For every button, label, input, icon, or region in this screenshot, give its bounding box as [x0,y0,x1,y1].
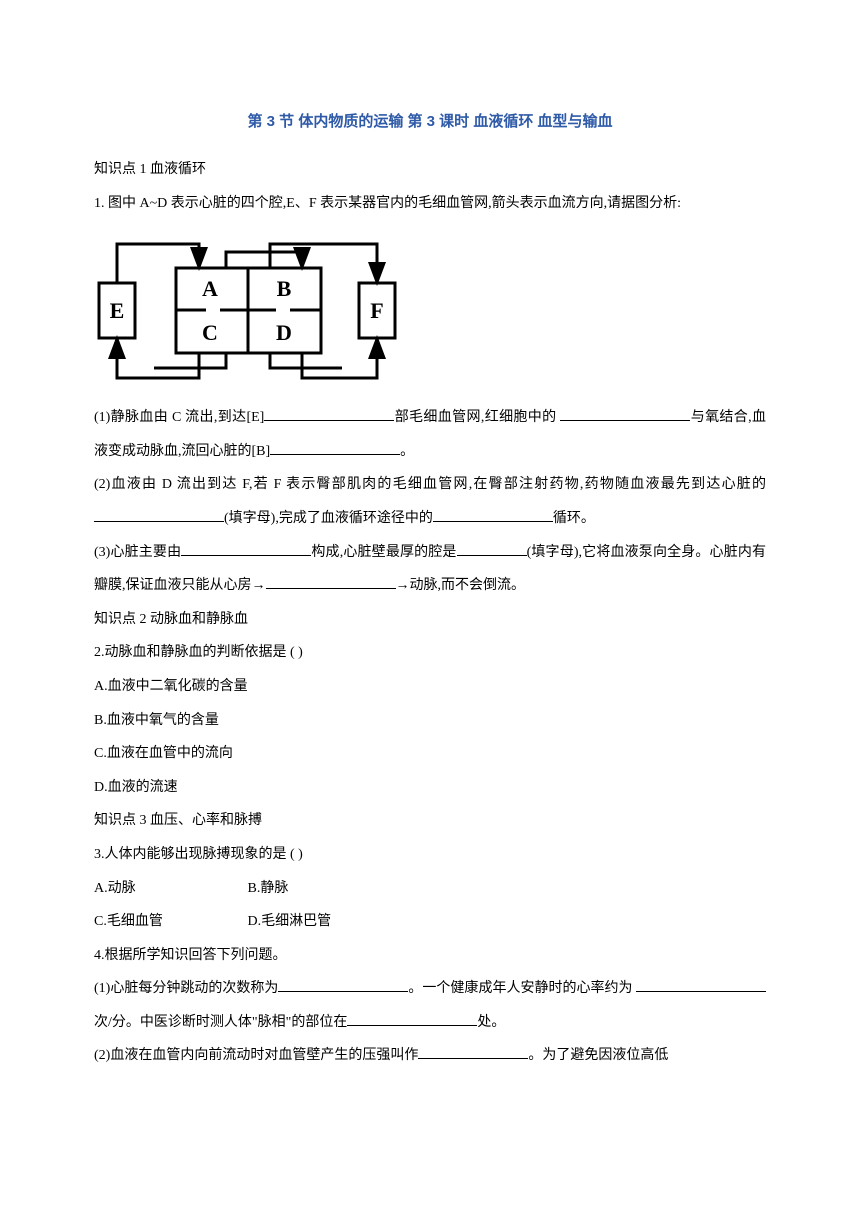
page-title: 第 3 节 体内物质的运输 第 3 课时 血液循环 血型与输血 [94,110,766,131]
q1-3a: (3)心脏主要由 [94,545,181,560]
q3-opt-b: B.静脉 [248,872,398,906]
svg-text:C: C [202,320,218,345]
blank [433,507,553,522]
q2-opt-c: C.血液在血管中的流向 [94,737,766,771]
q4-stem: 4.根据所学知识回答下列问题。 [94,939,766,973]
blank [347,1010,477,1025]
q1-2a: (2)血液由 D 流出到达 F,若 F 表示臀部肌肉的毛细血管网,在臀部注射药物… [94,477,766,492]
q4-2a: (2)血液在血管内向前流动时对血管壁产生的压强叫作 [94,1048,418,1063]
q1-1a: (1)静脉血由 C 流出,到达[E] [94,410,264,425]
q4-2: (2)血液在血管内向前流动时对血管壁产生的压强叫作 。为了避免因液位高低 [94,1039,766,1073]
heart-diagram: E F A B C D [94,228,766,393]
svg-text:D: D [276,320,292,345]
svg-text:A: A [202,276,218,301]
q2-opt-d: D.血液的流速 [94,771,766,805]
q3-opt-a: A.动脉 [94,872,244,906]
q1-3d: →动脉,而不会倒流。 [396,578,526,593]
blank [636,977,766,992]
q1-1b: 部毛细血管网,红细胞中的 [394,410,556,425]
blank [181,540,311,555]
q4-1d: 处。 [477,1015,505,1030]
q3-stem: 3.人体内能够出现脉搏现象的是 ( ) [94,838,766,872]
q1-3b: 构成,心脏壁最厚的腔是 [311,545,456,560]
q3-row-cd: C.毛细血管 D.毛细淋巴管 [94,905,766,939]
svg-text:E: E [110,298,125,323]
q4-1c: 次/分。中医诊断时测人体"脉相"的部位在 [94,1015,347,1030]
q1-2b: (填字母),完成了血液循环途径中的 [224,511,433,526]
q1-2: (2)血液由 D 流出到达 F,若 F 表示臀部肌肉的毛细血管网,在臀部注射药物… [94,468,766,535]
knowledge-point-1: 知识点 1 血液循环 [94,153,766,187]
blank [270,439,400,454]
diagram-svg: E F A B C D [94,228,404,388]
q1-1d: 。 [400,444,414,459]
q1-1: (1)静脉血由 C 流出,到达[E]部毛细血管网,红细胞中的 与氧结合,血液变成… [94,401,766,468]
q4-1: (1)心脏每分钟跳动的次数称为 。一个健康成年人安静时的心率约为 次/分。中医诊断… [94,972,766,1039]
q1-3: (3)心脏主要由构成,心脏壁最厚的腔是(填字母),它将血液泵向全身。心脏内有瓣膜… [94,536,766,603]
blank [457,540,527,555]
q3-row-ab: A.动脉 B.静脉 [94,872,766,906]
blank [278,977,408,992]
svg-text:B: B [277,276,292,301]
q1-2c: 循环。 [553,511,595,526]
svg-text:F: F [370,298,383,323]
blank [94,507,224,522]
q2-opt-a: A.血液中二氧化碳的含量 [94,670,766,704]
q1-stem: 1. 图中 A~D 表示心脏的四个腔,E、F 表示某器官内的毛细血管网,箭头表示… [94,187,766,221]
blank [264,406,394,421]
blank [560,406,690,421]
q4-1a: (1)心脏每分钟跳动的次数称为 [94,981,278,996]
knowledge-point-3: 知识点 3 血压、心率和脉搏 [94,804,766,838]
knowledge-point-2: 知识点 2 动脉血和静脉血 [94,603,766,637]
q4-2b: 。为了避免因液位高低 [528,1048,668,1063]
q2-opt-b: B.血液中氧气的含量 [94,704,766,738]
q3-opt-c: C.毛细血管 [94,905,244,939]
blank [418,1044,528,1059]
q4-1b: 。一个健康成年人安静时的心率约为 [408,981,632,996]
blank [266,574,396,589]
q3-opt-d: D.毛细淋巴管 [248,905,398,939]
q2-stem: 2.动脉血和静脉血的判断依据是 ( ) [94,636,766,670]
